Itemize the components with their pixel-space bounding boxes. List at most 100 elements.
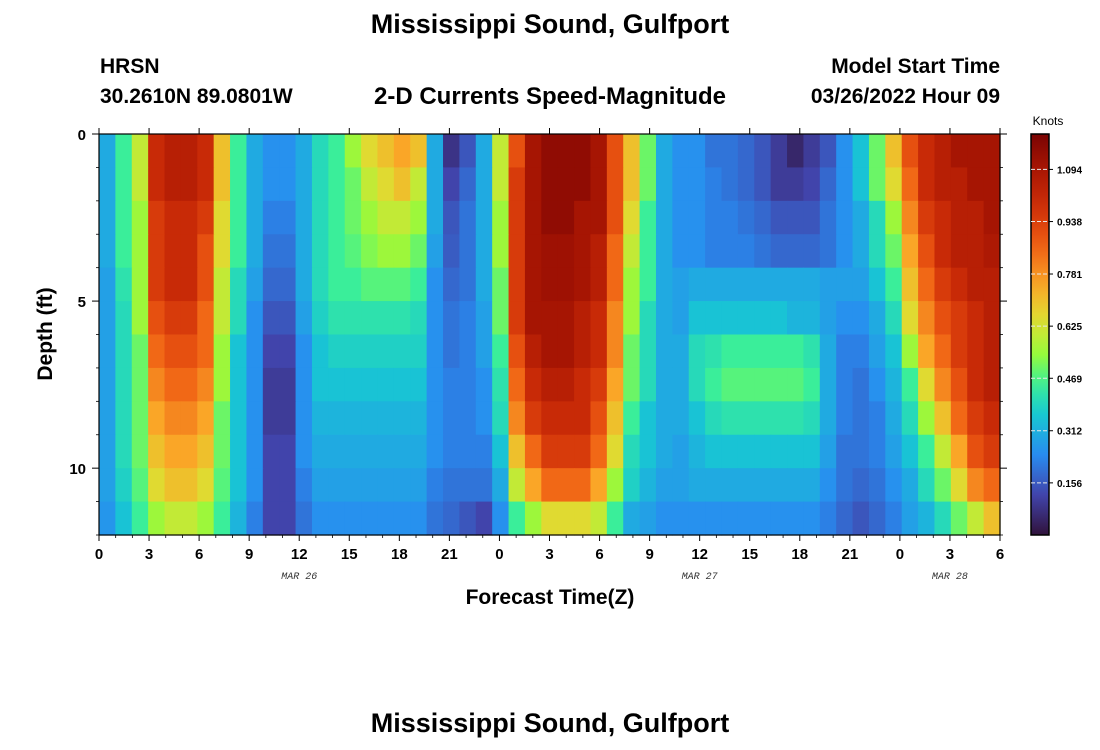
heatmap-cell — [688, 501, 706, 536]
heatmap-cell — [115, 501, 133, 536]
heatmap-cell — [508, 501, 526, 536]
heatmap-cell — [443, 468, 460, 503]
x-tick-label: 6 — [996, 546, 1004, 563]
heatmap-cell — [574, 301, 592, 336]
heatmap-cell — [770, 334, 788, 369]
heatmap-cell — [311, 200, 329, 235]
heatmap-cell — [737, 401, 755, 436]
heatmap-cell — [311, 334, 329, 369]
heatmap-cell — [459, 434, 477, 469]
heatmap-cell — [983, 434, 1001, 469]
heatmap-cell — [967, 468, 985, 503]
heatmap-cell — [492, 200, 510, 235]
heatmap-cell — [524, 267, 542, 302]
heatmap-cell — [344, 401, 362, 436]
heatmap-cell — [983, 200, 1001, 235]
heatmap-cell — [197, 401, 215, 436]
heatmap-cell — [918, 167, 936, 202]
heatmap-cell — [328, 334, 346, 369]
heatmap-cell — [295, 468, 313, 503]
heatmap-cell — [868, 468, 886, 503]
heatmap-cell — [180, 468, 198, 503]
heatmap-cell — [180, 167, 198, 202]
heatmap-cell — [950, 367, 968, 402]
heatmap-cell — [524, 134, 542, 169]
heatmap-cell — [770, 367, 788, 402]
heatmap-cell — [737, 434, 755, 469]
heatmap-cell — [197, 334, 215, 369]
heatmap-cell — [672, 334, 690, 369]
heatmap-cell — [328, 234, 346, 269]
heatmap-cell — [688, 167, 706, 202]
heatmap-cell — [164, 334, 182, 369]
heatmap-cell — [803, 434, 821, 469]
heatmap-cell — [230, 167, 248, 202]
heatmap-cell — [361, 301, 379, 336]
heatmap-cell — [934, 301, 952, 336]
heatmap-cell — [164, 200, 182, 235]
heatmap-cell — [803, 301, 821, 336]
heatmap-cell — [787, 200, 805, 235]
heatmap-cell — [524, 367, 542, 402]
heatmap-cell — [279, 234, 297, 269]
heatmap-cell — [885, 434, 903, 469]
heatmap-cell — [492, 401, 510, 436]
heatmap-cell — [721, 134, 739, 169]
heatmap-cell — [852, 367, 870, 402]
heatmap-cell — [721, 367, 739, 402]
heatmap-cell — [393, 367, 411, 402]
heatmap-cell — [148, 468, 166, 503]
heatmap-cell — [311, 267, 329, 302]
heatmap-cell — [492, 134, 510, 169]
heatmap-cell — [639, 167, 657, 202]
heatmap-cell — [377, 267, 395, 302]
heatmap-cell — [131, 167, 149, 202]
heatmap-cell — [410, 200, 428, 235]
heatmap-cell — [967, 267, 985, 302]
heatmap-cell — [655, 334, 673, 369]
heatmap-cell — [426, 401, 444, 436]
heatmap-cell — [754, 301, 772, 336]
heatmap-cell — [918, 468, 936, 503]
heatmap-cell — [688, 367, 706, 402]
heatmap-cell — [574, 200, 592, 235]
heatmap-cell — [443, 234, 460, 269]
y-tick-label: 5 — [78, 294, 86, 311]
heatmap-cell — [246, 468, 264, 503]
heatmap-cell — [328, 267, 346, 302]
heatmap-cell — [557, 367, 575, 402]
heatmap-cell — [868, 334, 886, 369]
heatmap-cell — [754, 334, 772, 369]
heatmap-cell — [180, 401, 198, 436]
heatmap-cell — [541, 468, 559, 503]
heatmap-cell — [705, 234, 723, 269]
heatmap-cell — [508, 334, 526, 369]
heatmap-cell — [623, 334, 641, 369]
heatmap-cell — [311, 167, 329, 202]
heatmap-cell — [754, 401, 772, 436]
heatmap-cell — [344, 301, 362, 336]
heatmap-cell — [737, 200, 755, 235]
heatmap-cell — [344, 367, 362, 402]
heatmap-cell — [934, 401, 952, 436]
heatmap-cell — [836, 501, 854, 536]
heatmap-cell — [721, 301, 739, 336]
heatmap-cell — [868, 501, 886, 536]
heatmap-cell — [819, 167, 837, 202]
heatmap-cell — [655, 501, 673, 536]
heatmap-cell — [508, 468, 526, 503]
heatmap-cell — [99, 200, 116, 235]
heatmap-cell — [377, 234, 395, 269]
heatmap-cell — [737, 367, 755, 402]
heatmap-cell — [459, 167, 477, 202]
heatmap-cell — [213, 167, 231, 202]
heatmap-cell — [639, 234, 657, 269]
heatmap-cell — [99, 234, 116, 269]
heatmap-cell — [197, 267, 215, 302]
heatmap-cell — [492, 234, 510, 269]
heatmap-cell — [443, 501, 460, 536]
heatmap-cell — [852, 334, 870, 369]
heatmap-cell — [361, 501, 379, 536]
heatmap-cell — [426, 434, 444, 469]
heatmap-cell — [705, 267, 723, 302]
